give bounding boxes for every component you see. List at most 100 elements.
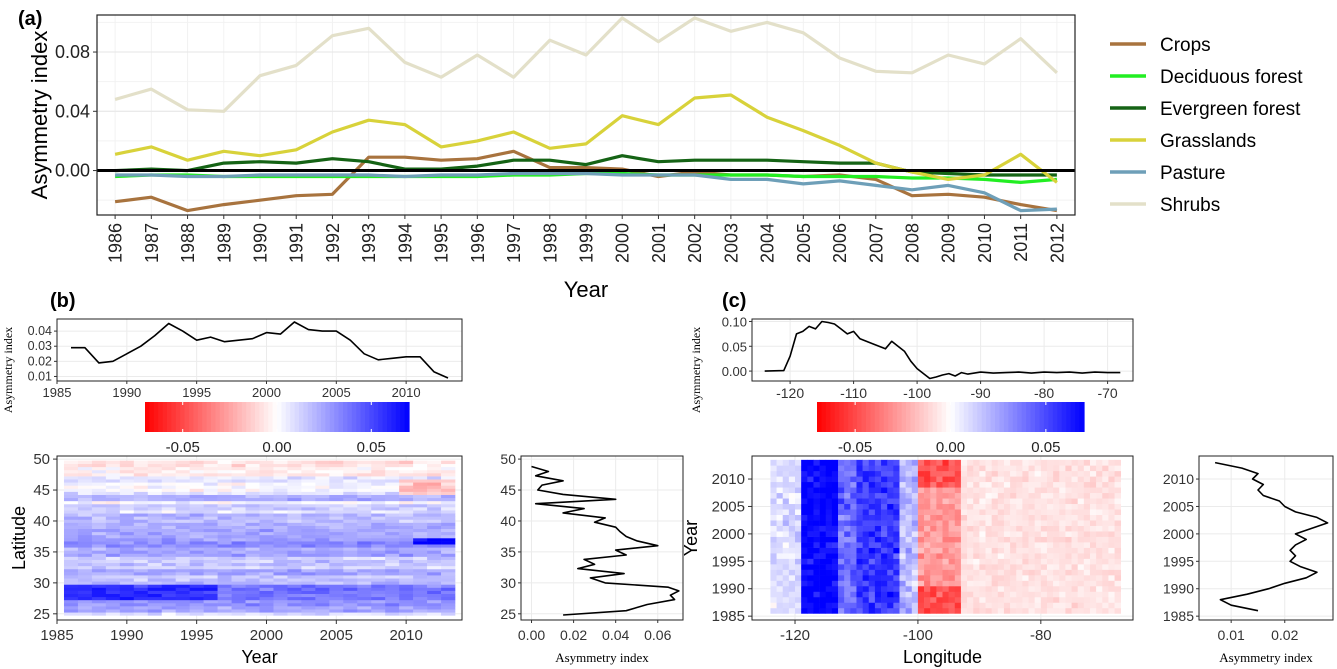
heatmap-cell xyxy=(273,599,288,604)
heatmap-cell xyxy=(1010,547,1017,554)
heatmap-cell xyxy=(954,602,962,609)
heatmap-cell xyxy=(357,565,372,570)
heatmap-cell xyxy=(175,612,190,616)
heatmap-cell xyxy=(371,556,386,560)
heatmap-cell xyxy=(979,481,986,488)
heatmap-cell xyxy=(1114,476,1122,483)
heatmap-cell xyxy=(1089,476,1097,483)
heatmap-cell xyxy=(1108,503,1115,510)
heatmap-cell xyxy=(782,459,790,466)
heatmap-cell xyxy=(301,584,316,588)
heatmap-cell xyxy=(161,581,177,585)
heatmap-cell xyxy=(991,591,999,598)
heatmap-cell xyxy=(1059,470,1066,477)
heatmap-cell xyxy=(77,547,93,551)
heatmap-cell xyxy=(161,568,177,573)
heatmap-cell xyxy=(77,541,93,545)
heatmap-cell xyxy=(819,591,827,598)
heatmap-cell xyxy=(441,519,456,523)
heatmap-cell xyxy=(1028,503,1035,510)
heatmap-cell xyxy=(985,558,992,565)
heatmap-cell xyxy=(893,525,900,532)
heatmap-cell xyxy=(924,531,931,537)
colorbar-segment xyxy=(941,402,947,432)
heatmap-cell xyxy=(856,602,863,609)
heatmap-cell xyxy=(77,572,93,576)
heatmap-cell xyxy=(795,481,802,488)
heatmap-cell xyxy=(119,599,135,604)
heatmap-cell xyxy=(175,596,190,601)
x-tick-label: 0.02 xyxy=(560,627,587,643)
heatmap-cell xyxy=(795,509,802,515)
colorbar-segment xyxy=(285,402,291,432)
heatmap-cell xyxy=(936,476,943,483)
heatmap-cell xyxy=(133,584,149,588)
heatmap-cell xyxy=(1003,476,1011,483)
heatmap-cell xyxy=(948,459,956,466)
heatmap-cell xyxy=(147,606,163,610)
heatmap-cell xyxy=(948,569,956,576)
heatmap-cell xyxy=(1065,514,1072,521)
heatmap-cell xyxy=(1040,585,1048,592)
heatmap-cell xyxy=(874,607,882,614)
heatmap-cell xyxy=(942,514,949,521)
heatmap-cell xyxy=(301,553,316,557)
heatmap-cell xyxy=(942,585,949,592)
colorbar-segment xyxy=(928,402,934,432)
heatmap-cell xyxy=(850,607,857,614)
heatmap-cell xyxy=(997,492,1005,499)
heatmap-cell xyxy=(259,562,274,567)
heatmap-cell xyxy=(1089,564,1097,570)
x-tick-label: 2009 xyxy=(939,223,959,263)
heatmap-cell xyxy=(893,575,900,581)
heatmap-cell xyxy=(850,509,857,515)
heatmap-cell xyxy=(133,522,149,526)
heatmap-cell xyxy=(287,612,302,616)
heatmap-cell xyxy=(175,482,190,486)
heatmap-cell xyxy=(1059,487,1066,494)
heatmap-cell xyxy=(887,547,894,554)
heatmap-cell xyxy=(1108,470,1115,477)
heatmap-cell xyxy=(133,559,149,564)
heatmap-cell xyxy=(161,491,177,495)
heatmap-cell xyxy=(91,587,107,591)
x-tick-label: 1993 xyxy=(359,223,379,263)
x-tick-label: 1992 xyxy=(323,223,343,263)
heatmap-cell xyxy=(245,556,260,560)
heatmap-cell xyxy=(1016,602,1023,609)
heatmap-cell xyxy=(917,547,925,554)
heatmap-cell xyxy=(954,465,962,472)
heatmap-cell xyxy=(105,528,121,533)
heatmap-cell xyxy=(795,520,802,526)
heatmap-cell xyxy=(979,564,986,570)
heatmap-cell xyxy=(189,494,204,499)
heatmap-cell xyxy=(813,465,820,472)
heatmap-cell xyxy=(905,596,913,603)
heatmap-cell xyxy=(399,596,414,601)
heatmap-cell xyxy=(273,522,288,526)
heatmap-cell xyxy=(1040,558,1048,565)
heatmap-cell xyxy=(245,463,260,468)
heatmap-cell xyxy=(1059,564,1066,570)
heatmap-cell xyxy=(147,575,163,579)
heatmap-cell xyxy=(1016,514,1023,521)
heatmap-cell xyxy=(1022,520,1029,526)
heatmap-cell xyxy=(874,525,882,532)
heatmap-cell xyxy=(856,591,863,598)
heatmap-cell xyxy=(899,575,906,581)
heatmap-cell xyxy=(831,558,839,565)
heatmap-cell xyxy=(357,559,372,564)
heatmap-cell xyxy=(997,509,1005,515)
heatmap-cell xyxy=(147,581,163,585)
heatmap-cell xyxy=(133,544,149,548)
heatmap-cell xyxy=(217,544,232,548)
heatmap-cell xyxy=(1040,503,1048,510)
heatmap-cell xyxy=(259,572,274,576)
heatmap-cell xyxy=(343,507,358,511)
heatmap-cell xyxy=(1028,558,1035,565)
heatmap-cell xyxy=(1077,585,1085,592)
x-tick-label: 1995 xyxy=(182,385,211,400)
heatmap-cell xyxy=(315,494,330,499)
heatmap-cell xyxy=(259,565,274,570)
heatmap-cell xyxy=(119,547,135,551)
